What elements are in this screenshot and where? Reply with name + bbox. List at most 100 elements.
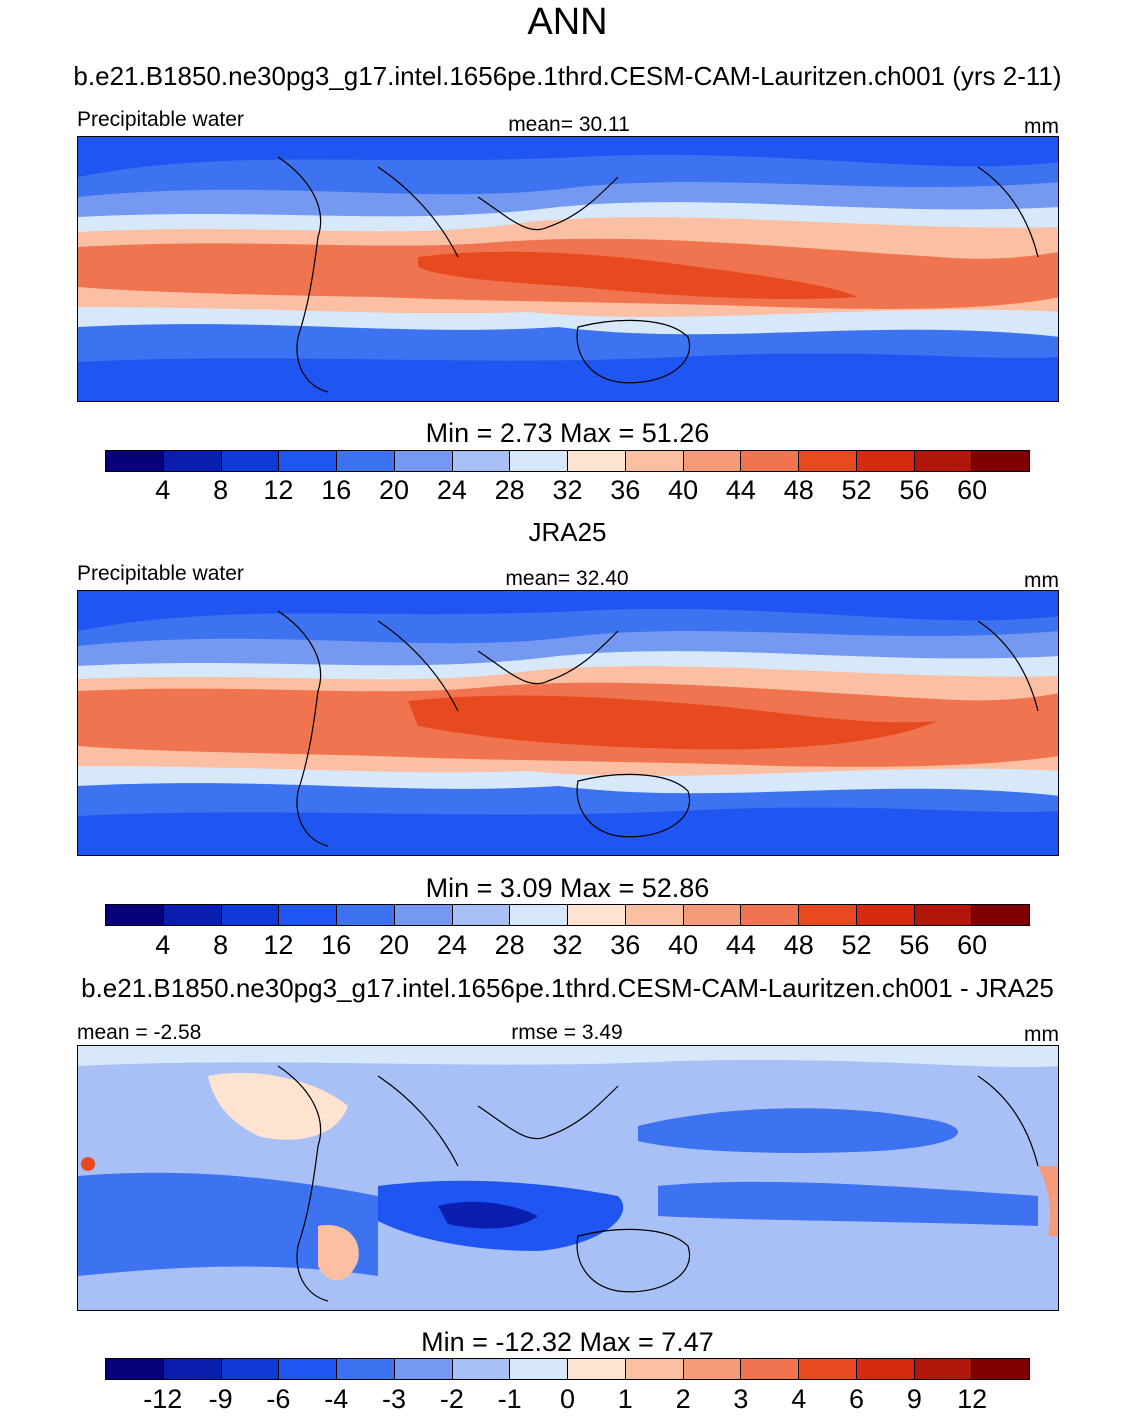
panel-3-tick-label: 6 <box>849 1384 865 1414</box>
panel-3-north-neutral <box>78 1046 1058 1068</box>
panel-3-colorbar-swatch <box>279 1359 337 1379</box>
panel-2-minmax: Min = 3.09 Max = 52.86 <box>425 873 710 903</box>
panel-3-coastline-australia <box>576 1228 691 1293</box>
panel-1-minmax: Min = 2.73 Max = 51.26 <box>425 418 710 448</box>
panel-3-tick-label: -12 <box>143 1384 183 1414</box>
panel-1-colorbar-swatch <box>221 451 280 471</box>
panel-1-colorbar-swatch <box>337 451 395 471</box>
panel-3-south-atlantic-dry <box>78 1172 378 1276</box>
panel-3-mean-label: mean = -2.58 <box>77 1021 202 1044</box>
panel-3-map-svg <box>78 1046 1058 1310</box>
panel-1-mean-label: mean= 30.11 <box>508 113 630 136</box>
panel-1-colorbar-swatch <box>568 451 626 471</box>
panel-3-colorbar-swatch <box>741 1359 799 1379</box>
panel-3-colorbar-swatch <box>972 1359 1029 1379</box>
panel-2-coastline-arabia <box>377 620 459 712</box>
panel-2-colorbar-swatch <box>221 905 280 925</box>
panel-3-colorbar-swatch <box>914 1359 973 1379</box>
panel-1-tick-label: 36 <box>610 475 641 505</box>
panel-2-tick-label: 28 <box>494 930 525 960</box>
panel-1-colorbar <box>105 450 1030 472</box>
panel-3-tick-label: 9 <box>906 1384 922 1414</box>
panel-1-tick-label: 20 <box>379 475 410 505</box>
panel-1-coastline-americas <box>977 166 1039 258</box>
panel-2-coastline-africa <box>277 610 329 847</box>
panel-2-colorbar-swatch <box>510 905 568 925</box>
panel-3-colorbar-swatch <box>799 1359 857 1379</box>
panel-3-indian-ocean-core <box>438 1201 538 1229</box>
panel-1-tick-label: 60 <box>957 475 988 505</box>
figure-title: ANN <box>527 1 608 43</box>
panel-1-coastline-arabia <box>377 166 459 258</box>
panel-3-tick-label: 2 <box>675 1384 691 1414</box>
panel-3-coastline-arabia <box>377 1075 459 1167</box>
panel-2-coastline-australia <box>576 773 691 838</box>
panel-2-colorbar-swatch <box>914 905 973 925</box>
panel-1-tick-label: 24 <box>436 475 467 505</box>
panel-3-colorbar-swatch <box>163 1359 222 1379</box>
panel-3-colorbar-swatch <box>856 1359 915 1379</box>
panel-3-coastline-americas <box>977 1075 1039 1167</box>
panel-1-tick-label: 52 <box>841 475 872 505</box>
panel-3-map <box>77 1045 1059 1311</box>
panel-2-colorbar-swatch <box>741 905 799 925</box>
panel-1-warm-pool <box>418 251 858 299</box>
panel-2-colorbar-swatch <box>799 905 857 925</box>
panel-2-colorbar-swatch <box>625 905 684 925</box>
panel-2-tick-label: 24 <box>436 930 467 960</box>
panel-2-units-label: mm <box>1024 569 1059 592</box>
panel-2-map-svg <box>78 591 1058 855</box>
panel-3-east-pacific-moist <box>1038 1166 1058 1236</box>
panel-3-tick-label: -3 <box>382 1384 407 1414</box>
panel-1-colorbar-swatch <box>683 451 742 471</box>
panel-2-colorbar-swatch <box>394 905 453 925</box>
panel-1-map-svg <box>78 137 1058 401</box>
panel-2-tick-label: 56 <box>899 930 930 960</box>
panel-3-minmax: Min = -12.32 Max = 7.47 <box>421 1327 714 1357</box>
panel-1-tick-label: 40 <box>668 475 699 505</box>
panel-1-tick-label: 16 <box>321 475 352 505</box>
panel-1-coastline-asia <box>477 176 619 231</box>
panel-3-colorbar-swatch <box>510 1359 568 1379</box>
panel-2-colorbar <box>105 904 1030 926</box>
panel-1-south-dry-band <box>78 353 1058 401</box>
panel-3-tick-label: 0 <box>559 1384 576 1414</box>
panel-2-tick-label: 4 <box>155 930 171 960</box>
panel-1-colorbar-swatch <box>914 451 973 471</box>
panel-1-colorbar-swatch <box>856 451 915 471</box>
panel-3-coastline-asia <box>477 1085 619 1140</box>
panel-1-colorbar-ticks: 4 8 12 16 20 24 28 32 36 40 44 48 52 56 … <box>105 474 1030 506</box>
panel-1-coastline-australia <box>576 319 691 384</box>
panel-3-colorbar <box>105 1358 1030 1380</box>
panel-3-colorbar-swatch <box>568 1359 626 1379</box>
panel-3-case-title: b.e21.B1850.ne30pg3_g17.intel.1656pe.1th… <box>81 973 1054 1003</box>
panel-2-map <box>77 590 1059 856</box>
panel-1-colorbar-swatch <box>972 451 1029 471</box>
panel-1-tick-label: 12 <box>263 475 294 505</box>
panel-3-colorbar-swatch <box>625 1359 684 1379</box>
panel-2-tick-label: 40 <box>668 930 699 960</box>
panel-1-tick-label: 4 <box>155 475 171 505</box>
panel-2-colorbar-swatch <box>452 905 511 925</box>
panel-1-tick-label: 56 <box>899 475 930 505</box>
panel-1-colorbar-swatch <box>452 451 511 471</box>
panel-3-colorbar-swatch <box>394 1359 453 1379</box>
panel-2-tick-label: 44 <box>725 930 756 960</box>
panel-2-tick-label: 52 <box>841 930 872 960</box>
panel-2-colorbar-swatch <box>337 905 395 925</box>
panel-2-colorbar-swatch <box>856 905 915 925</box>
panel-3-colorbar-swatch <box>337 1359 395 1379</box>
panel-2-coastline-asia <box>477 630 619 685</box>
panel-3-north-pacific-dry <box>638 1108 958 1153</box>
panel-2-coastline-americas <box>977 620 1039 712</box>
panel-3-tick-label: -6 <box>266 1384 291 1414</box>
panel-3-tick-label: 3 <box>733 1384 749 1414</box>
panel-1-tick-label: 32 <box>552 475 583 505</box>
panel-2-colorbar-ticks: 4 8 12 16 20 24 28 32 36 40 44 48 52 56 … <box>105 929 1030 961</box>
panel-3-south-africa-moist <box>318 1225 359 1281</box>
panel-2-colorbar-swatch <box>568 905 626 925</box>
panel-2-tick-label: 16 <box>321 930 352 960</box>
panel-3-colorbar-ticks: -12 -9 -6 -4 -3 -2 -1 0 1 2 3 4 6 9 12 <box>105 1383 1030 1415</box>
panel-3-tick-label: -1 <box>497 1384 522 1414</box>
panel-3-andes-hotspot <box>81 1157 95 1171</box>
